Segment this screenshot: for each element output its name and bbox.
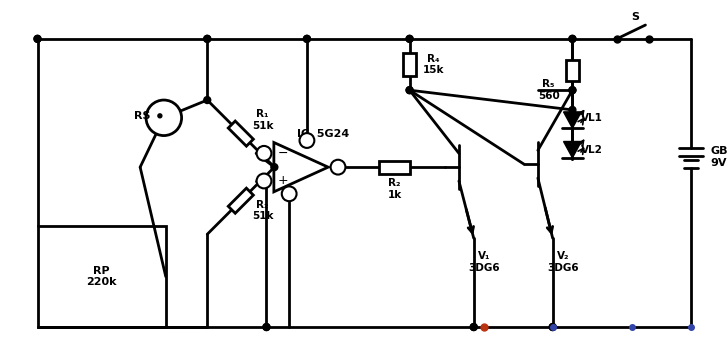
- Circle shape: [470, 323, 477, 331]
- Text: RP
220k: RP 220k: [87, 266, 117, 287]
- Text: V₁
3DG6: V₁ 3DG6: [469, 251, 500, 273]
- Circle shape: [304, 35, 310, 42]
- Circle shape: [299, 133, 314, 148]
- Circle shape: [263, 323, 270, 331]
- Circle shape: [204, 35, 210, 42]
- Text: IC  5G24: IC 5G24: [296, 129, 349, 139]
- Circle shape: [256, 174, 272, 188]
- Circle shape: [569, 35, 576, 42]
- Circle shape: [34, 35, 41, 42]
- Circle shape: [146, 100, 181, 136]
- Circle shape: [569, 106, 576, 114]
- Text: 2: 2: [261, 149, 267, 158]
- Circle shape: [304, 35, 310, 42]
- Text: 4: 4: [286, 189, 292, 198]
- Circle shape: [406, 87, 413, 94]
- Circle shape: [406, 35, 413, 42]
- Bar: [566, 60, 579, 81]
- Text: R₂
1k: R₂ 1k: [387, 178, 402, 200]
- Text: +: +: [277, 175, 288, 187]
- Circle shape: [256, 146, 272, 161]
- Text: VL1: VL1: [581, 113, 603, 123]
- Circle shape: [34, 35, 41, 42]
- Circle shape: [271, 164, 278, 171]
- Text: 7: 7: [304, 136, 310, 145]
- Text: 6: 6: [335, 163, 341, 172]
- Polygon shape: [563, 112, 581, 128]
- Circle shape: [282, 186, 296, 201]
- Polygon shape: [563, 141, 581, 158]
- Circle shape: [158, 114, 162, 118]
- Circle shape: [263, 323, 270, 331]
- Text: V₂
3DG6: V₂ 3DG6: [547, 251, 579, 273]
- Polygon shape: [229, 121, 253, 146]
- Text: RS: RS: [134, 111, 151, 121]
- Text: R₅
560: R₅ 560: [538, 79, 560, 101]
- Polygon shape: [229, 188, 253, 213]
- Text: R₁
51k: R₁ 51k: [252, 109, 273, 131]
- Circle shape: [204, 97, 210, 104]
- Circle shape: [549, 323, 556, 331]
- Circle shape: [204, 35, 210, 42]
- Text: R₄
15k: R₄ 15k: [422, 54, 444, 75]
- Circle shape: [569, 35, 576, 42]
- Text: GB
9V: GB 9V: [711, 146, 728, 168]
- Circle shape: [569, 87, 576, 94]
- Circle shape: [406, 35, 413, 42]
- Text: 3: 3: [261, 176, 267, 186]
- Bar: [38, 226, 166, 327]
- Text: R₂
51k: R₂ 51k: [252, 200, 273, 221]
- Circle shape: [549, 323, 556, 331]
- Text: −: −: [277, 147, 288, 160]
- Circle shape: [331, 160, 345, 175]
- Text: S: S: [631, 12, 639, 22]
- Bar: [379, 161, 411, 174]
- Circle shape: [406, 87, 413, 94]
- Text: VL2: VL2: [581, 145, 603, 155]
- Circle shape: [470, 323, 477, 331]
- Bar: [403, 53, 416, 76]
- Circle shape: [569, 87, 576, 94]
